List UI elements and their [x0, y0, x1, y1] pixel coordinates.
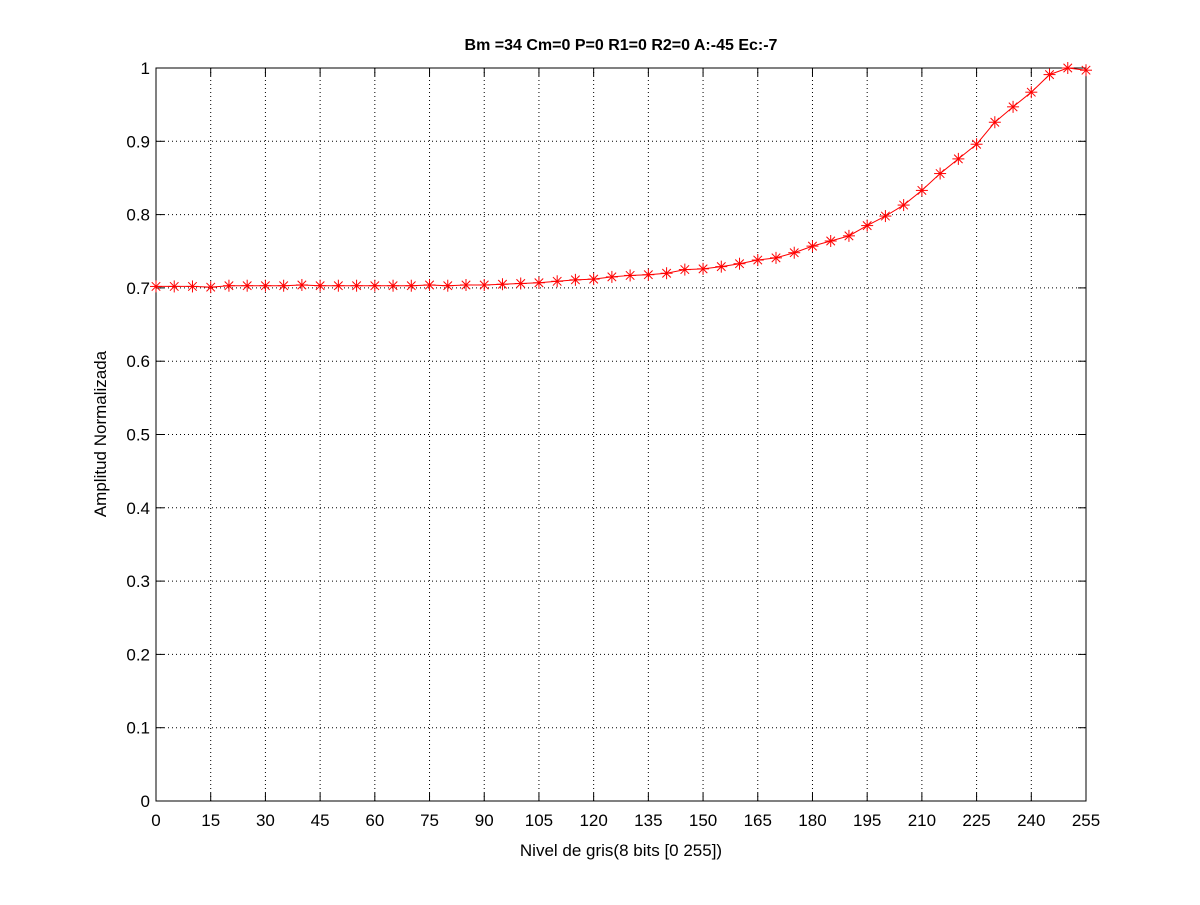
data-point-marker	[441, 279, 454, 292]
data-point-marker	[295, 278, 308, 291]
y-tick-label: 0.8	[126, 206, 150, 225]
x-tick-label: 135	[634, 811, 662, 830]
y-tick-label: 0.2	[126, 645, 150, 664]
data-point-marker	[314, 279, 327, 292]
data-point-marker	[1043, 68, 1056, 81]
y-tick-label: 0.5	[126, 426, 150, 445]
data-point-marker	[988, 116, 1001, 129]
data-point-marker	[678, 263, 691, 276]
data-point-marker	[1080, 64, 1092, 77]
data-point-marker	[277, 279, 290, 292]
data-point-marker	[332, 279, 345, 292]
y-axis-title: Amplitud Normalizada	[91, 350, 110, 517]
data-point-marker	[660, 267, 673, 280]
data-point-marker	[624, 269, 637, 282]
data-point-marker	[715, 260, 728, 273]
data-point-marker	[733, 257, 746, 270]
data-point-marker	[861, 219, 874, 232]
chart-title: Bm =34 Cm=0 P=0 R1=0 R2=0 A:-45 Ec:-7	[465, 37, 778, 54]
data-point-marker	[350, 279, 363, 292]
data-point-marker	[168, 280, 181, 293]
data-point-marker	[788, 246, 801, 259]
data-point-marker	[460, 278, 472, 291]
y-tick-label: 0.6	[126, 352, 150, 371]
data-point-marker	[915, 184, 928, 197]
data-point-marker	[1025, 86, 1038, 99]
x-tick-label: 210	[908, 811, 936, 830]
series-line	[156, 67, 1087, 288]
data-point-marker	[879, 210, 892, 223]
series-layer	[150, 62, 1092, 294]
data-point-marker	[897, 199, 910, 212]
x-tick-label: 105	[525, 811, 553, 830]
x-tick-label: 225	[962, 811, 990, 830]
y-tick-label: 0.9	[126, 132, 150, 151]
y-tick-label: 0.4	[126, 499, 150, 518]
data-point-marker	[934, 167, 947, 180]
data-point-marker	[605, 270, 618, 283]
x-tick-label: 180	[798, 811, 826, 830]
data-point-marker	[496, 278, 509, 291]
data-point-marker	[569, 273, 582, 286]
x-tick-label: 240	[1017, 811, 1045, 830]
data-point-marker	[642, 268, 655, 281]
y-tick-label: 0	[141, 792, 150, 811]
data-point-marker	[806, 240, 819, 253]
x-tick-label: 75	[420, 811, 439, 830]
y-tick-label: 1	[141, 59, 150, 78]
y-tick-label: 0.3	[126, 572, 150, 591]
data-point-marker	[532, 276, 545, 289]
x-tick-label: 120	[579, 811, 607, 830]
data-point-marker	[824, 234, 837, 247]
grid-layer	[156, 68, 1086, 801]
data-point-marker	[842, 229, 855, 242]
x-tick-label: 165	[744, 811, 772, 830]
data-point-marker	[241, 279, 254, 292]
data-point-marker	[1007, 100, 1020, 113]
data-point-marker	[204, 281, 217, 294]
x-tick-label: 90	[475, 811, 494, 830]
data-point-marker	[150, 280, 162, 293]
x-tick-label: 150	[689, 811, 717, 830]
x-tick-label: 255	[1072, 811, 1100, 830]
data-point-marker	[751, 254, 764, 267]
x-tick-label: 30	[256, 811, 275, 830]
x-tick-label: 0	[151, 811, 160, 830]
data-point-marker	[368, 279, 381, 292]
ticks-layer: 0 15 30 45 60 75 90 105 120 135 150 165 180 195 210 225…	[126, 59, 1100, 830]
data-point-marker	[259, 279, 272, 292]
y-tick-label: 0.1	[126, 719, 150, 738]
x-tick-label: 195	[853, 811, 881, 830]
y-tick-label: 0.7	[126, 279, 150, 298]
data-point-marker	[423, 278, 436, 291]
data-point-marker	[952, 152, 965, 165]
x-tick-label: 60	[365, 811, 384, 830]
data-point-marker	[514, 277, 527, 290]
x-tick-label: 15	[201, 811, 220, 830]
data-point-marker	[222, 279, 235, 292]
x-tick-label: 45	[311, 811, 330, 830]
data-point-marker	[1061, 62, 1074, 74]
data-point-marker	[770, 251, 782, 264]
data-point-marker	[587, 273, 600, 286]
data-point-marker	[970, 138, 983, 151]
data-point-marker	[387, 279, 400, 292]
data-point-marker	[405, 279, 418, 292]
data-point-marker	[551, 275, 564, 288]
data-point-marker	[186, 280, 199, 293]
x-axis-title: Nivel de gris(8 bits [0 255])	[520, 841, 722, 860]
data-point-marker	[478, 278, 491, 291]
data-point-marker	[697, 262, 710, 275]
